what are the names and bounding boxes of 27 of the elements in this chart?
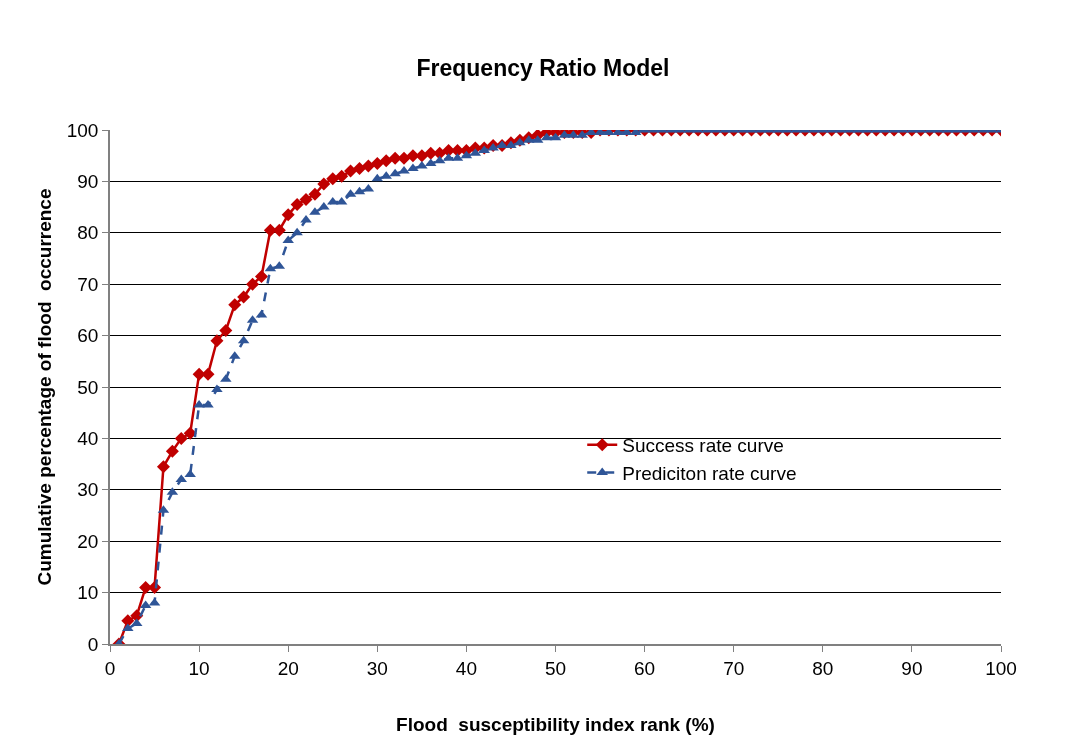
x-tick-label: 0 (104, 657, 116, 679)
y-tick-label: 80 (77, 222, 99, 244)
y-tick-label: 100 (66, 119, 99, 141)
y-axis-title: Cumulative percentage of flood occurrence (34, 188, 56, 586)
legend-label: Prediciton rate curve (622, 462, 797, 484)
x-tick-label: 20 (277, 657, 299, 679)
y-tick-label: 0 (87, 633, 99, 655)
y-tick-label: 90 (77, 171, 99, 193)
x-tick-label: 50 (544, 657, 567, 679)
y-tick-label: 50 (77, 376, 99, 398)
y-tick-label: 20 (77, 530, 99, 552)
y-tick-label: 40 (77, 428, 99, 450)
x-tick-label: 90 (901, 657, 923, 679)
x-axis-title: Flood susceptibility index rank (%) (396, 713, 715, 735)
y-tick-label: 60 (77, 325, 99, 347)
x-tick-label: 60 (634, 657, 656, 679)
x-tick-label: 70 (723, 657, 745, 679)
y-tick-label: 70 (77, 273, 99, 295)
legend-label: Success rate curve (622, 435, 784, 457)
chart-title: Frequency Ratio Model (416, 55, 670, 82)
x-tick-label: 10 (188, 657, 210, 679)
x-tick-label: 40 (455, 657, 477, 679)
y-tick-label: 10 (77, 582, 99, 604)
x-tick-label: 100 (985, 657, 1017, 679)
x-tick-label: 80 (812, 657, 834, 679)
x-tick-label: 30 (366, 657, 388, 679)
y-tick-label: 30 (77, 479, 99, 501)
